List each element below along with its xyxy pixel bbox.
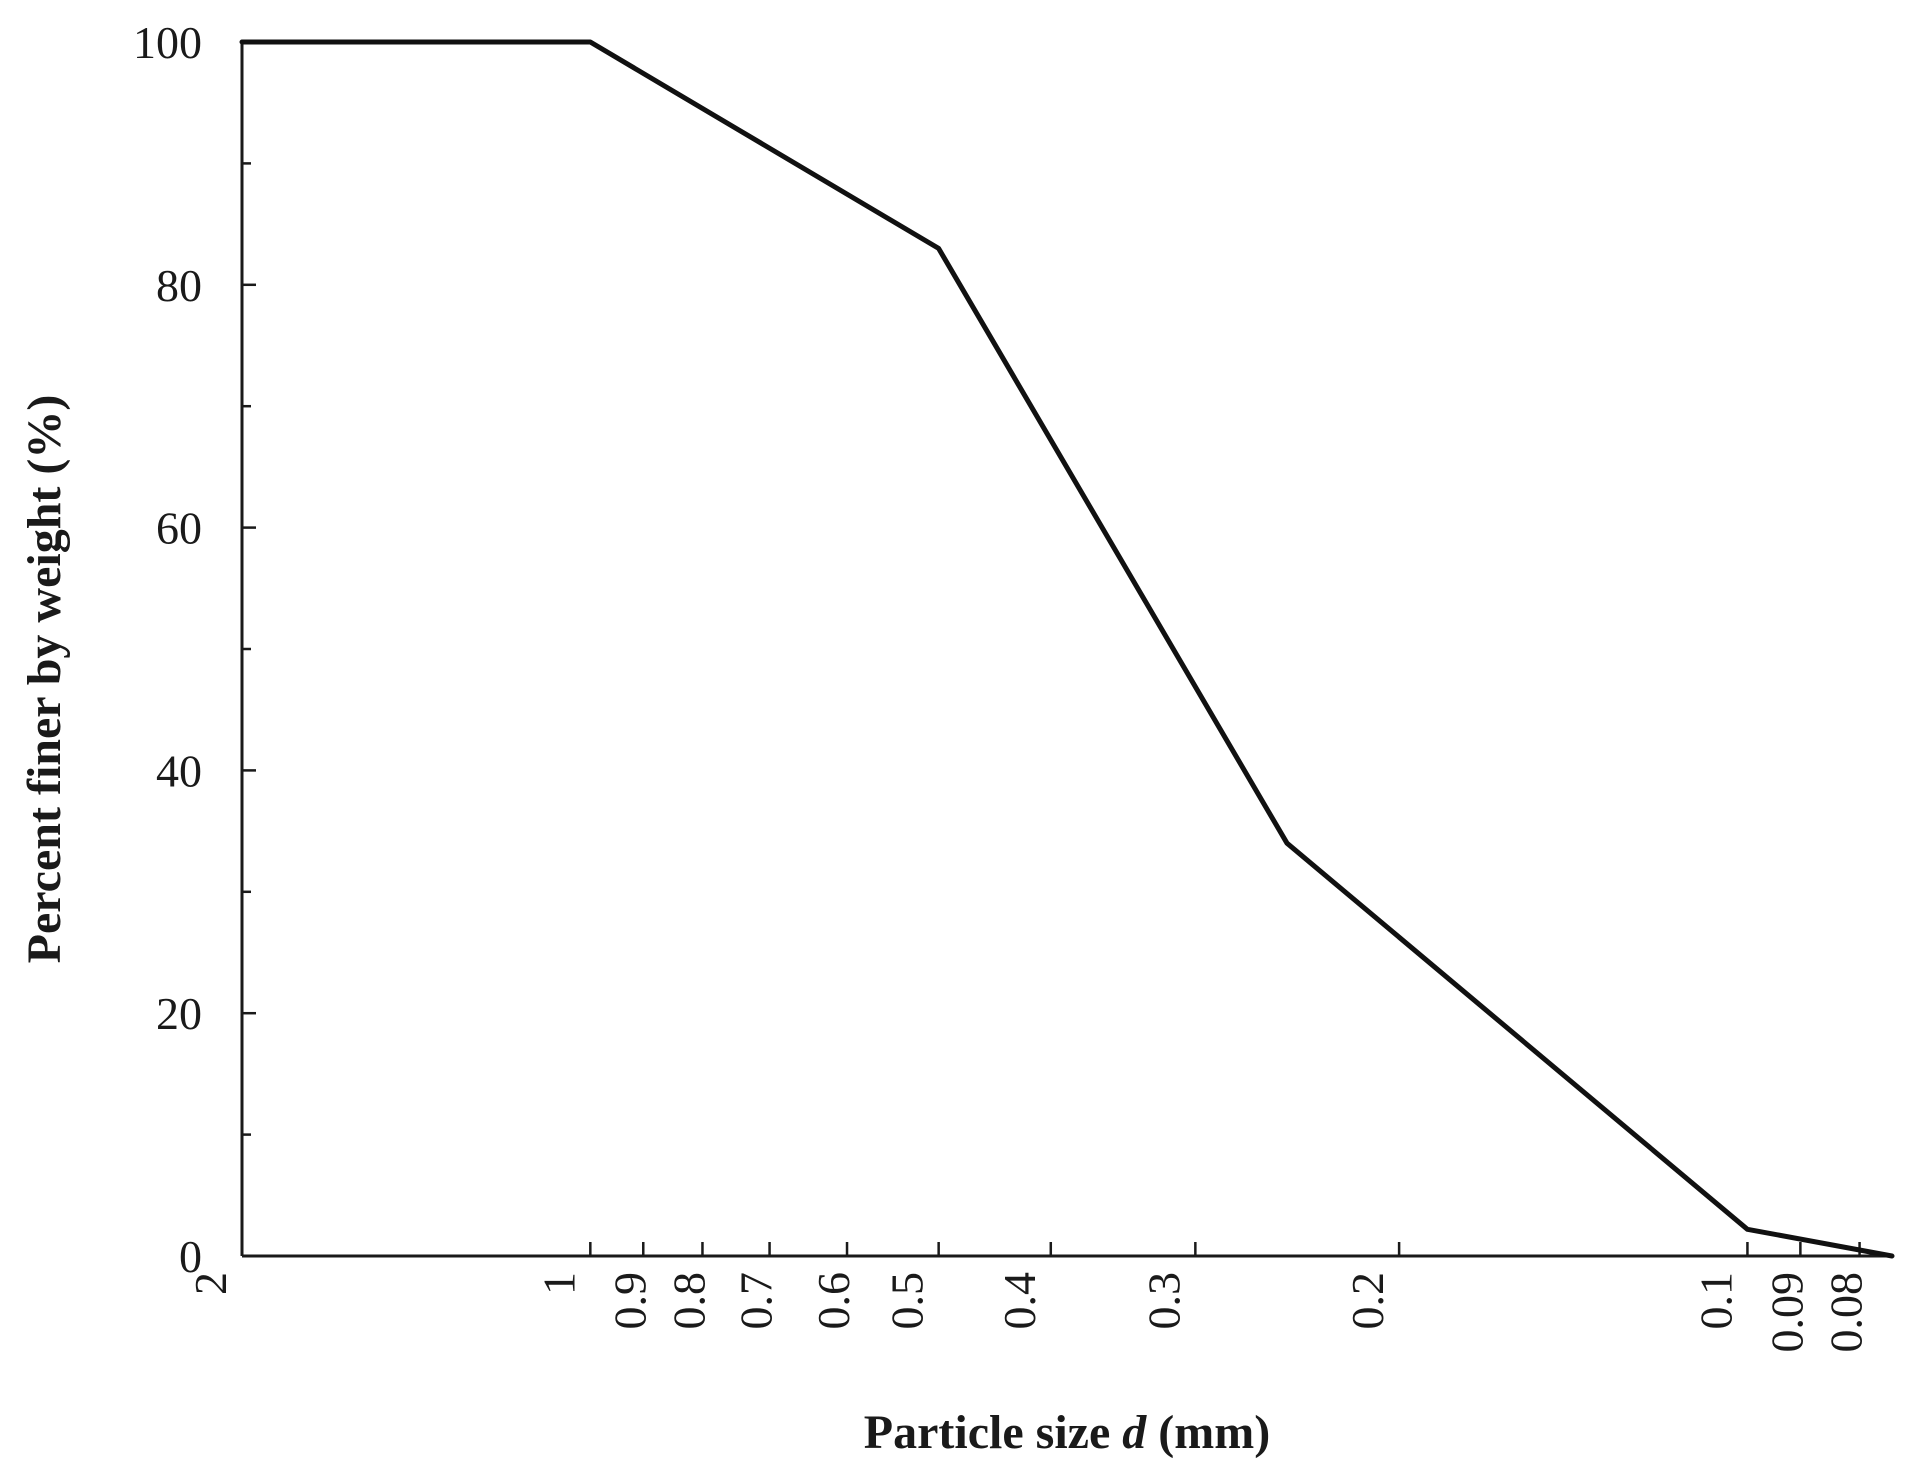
- x-tick-label: 0.9: [604, 1272, 655, 1330]
- y-tick-label: 20: [156, 988, 202, 1039]
- x-tick-label: 0.5: [882, 1272, 933, 1330]
- x-tick-label: 0.4: [994, 1272, 1045, 1330]
- x-axis-title-unit: (mm): [1146, 1406, 1270, 1459]
- x-tick-label: 0.6: [808, 1272, 859, 1330]
- y-tick-label: 0: [179, 1231, 202, 1282]
- y-axis-ticks: 0 20 40 60 80 100: [133, 17, 256, 1282]
- x-tick-label: 0.1: [1690, 1272, 1741, 1330]
- y-tick-label: 60: [156, 503, 202, 554]
- y-tick-label: 80: [156, 260, 202, 311]
- series-line: [239, 39, 1895, 1259]
- x-tick-label: 0.8: [663, 1272, 714, 1330]
- y-tick-label: 100: [133, 17, 202, 68]
- x-tick-label: 2: [185, 1272, 236, 1295]
- x-tick-label: 0.2: [1342, 1272, 1393, 1330]
- plot-series: [239, 39, 1895, 1259]
- x-tick-label: 0.08: [1821, 1272, 1872, 1353]
- x-axis-ticks: 2 1 0.9 0.8 0.7 0.6 0.5 0.4 0.3 0.2 0.1 0.09 0.08: [185, 1242, 1872, 1353]
- x-tick-label: 1: [533, 1272, 584, 1295]
- x-axis-title-prefix: Particle size: [864, 1406, 1123, 1459]
- x-tick-label: 0.7: [731, 1272, 782, 1330]
- axes: [240, 42, 1892, 1258]
- x-axis-title-variable: d: [1122, 1406, 1147, 1459]
- x-axis-title: Particle size d (mm): [864, 1406, 1270, 1459]
- y-axis-title: Percent finer by weight (%): [18, 395, 71, 964]
- y-tick-label: 40: [156, 745, 202, 796]
- x-tick-label: 0.3: [1138, 1272, 1189, 1330]
- x-tick-label: 0.09: [1761, 1272, 1812, 1353]
